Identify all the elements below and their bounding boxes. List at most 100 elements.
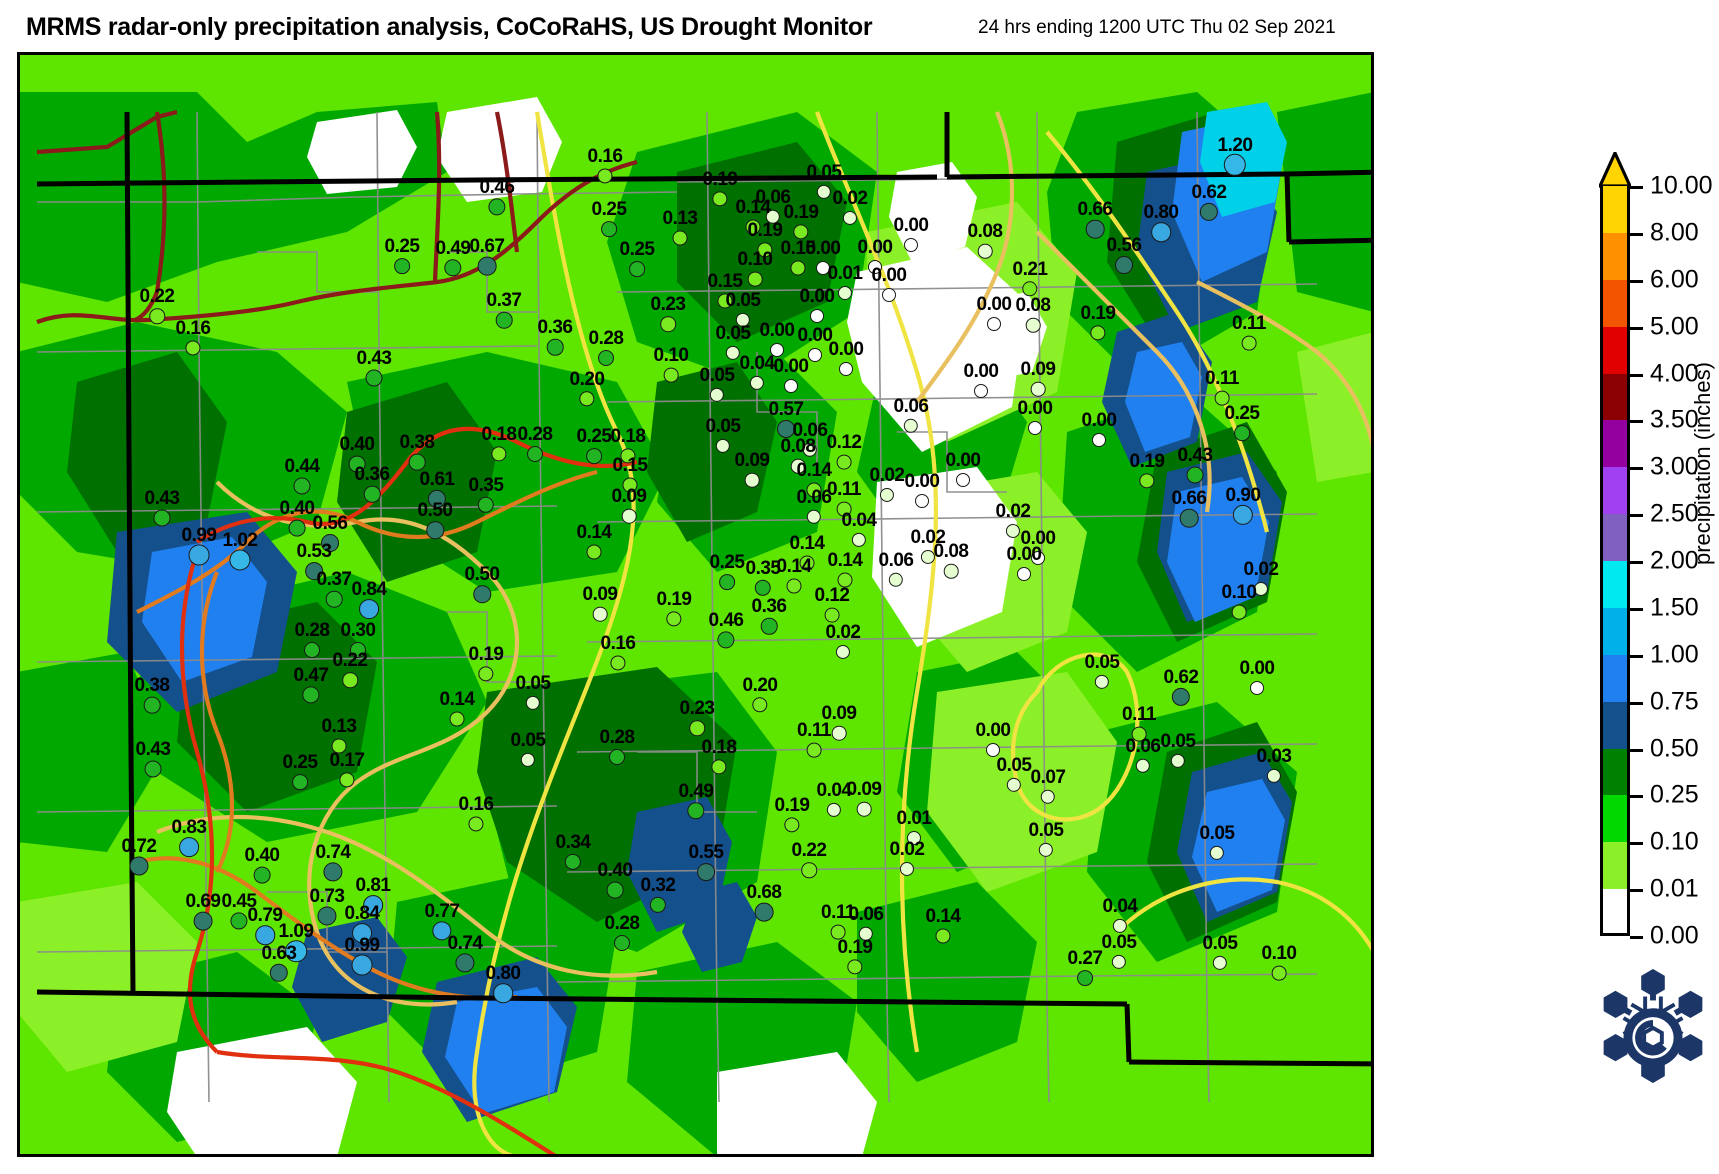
station-marker[interactable] [1179,508,1199,528]
station-marker[interactable] [255,925,275,945]
station-marker[interactable] [321,534,339,552]
station-marker[interactable] [842,210,858,226]
station-marker[interactable] [352,923,372,943]
station-marker[interactable] [835,644,851,660]
station-marker[interactable] [806,509,822,525]
station-marker[interactable] [1006,777,1022,793]
station-marker[interactable] [826,802,842,818]
station-marker[interactable] [904,238,918,252]
station-marker[interactable] [491,446,507,462]
station-marker[interactable] [1151,222,1171,242]
station-marker[interactable] [527,446,543,462]
station-marker[interactable] [1253,581,1269,597]
station-marker[interactable] [1212,955,1228,971]
station-marker[interactable] [495,311,513,329]
station-marker[interactable] [856,801,872,817]
station-marker[interactable] [709,387,725,403]
station-marker[interactable] [478,666,494,682]
station-marker[interactable] [915,494,929,508]
station-marker[interactable] [847,959,863,975]
station-marker[interactable] [363,895,383,915]
station-marker[interactable] [149,308,165,324]
station-marker[interactable] [777,420,795,438]
station-marker[interactable] [977,243,993,259]
station-marker[interactable] [745,219,761,235]
station-marker[interactable] [365,369,383,387]
station-marker[interactable] [836,454,852,470]
station-marker[interactable] [816,261,830,275]
station-marker[interactable] [697,863,715,881]
station-marker[interactable] [749,375,765,391]
station-marker[interactable] [790,458,806,474]
station-marker[interactable] [253,866,271,884]
station-marker[interactable] [606,881,624,899]
station-marker[interactable] [1092,433,1106,447]
station-marker[interactable] [473,585,491,603]
station-marker[interactable] [285,940,307,962]
station-marker[interactable] [426,521,444,539]
station-marker[interactable] [1232,504,1254,526]
station-marker[interactable] [629,261,645,277]
station-marker[interactable] [765,209,781,225]
station-marker[interactable] [394,258,410,274]
station-marker[interactable] [614,935,630,951]
station-marker[interactable] [305,562,323,580]
station-marker[interactable] [754,902,774,922]
station-marker[interactable] [920,549,936,565]
station-marker[interactable] [1234,425,1250,441]
station-marker[interactable] [579,391,595,407]
station-marker[interactable] [432,921,452,941]
station-marker[interactable] [468,816,484,832]
station-marker[interactable] [230,912,248,930]
station-marker[interactable] [597,168,613,184]
station-marker[interactable] [974,384,988,398]
station-marker[interactable] [986,743,1000,757]
station-marker[interactable] [663,367,679,383]
station-marker[interactable] [1038,842,1054,858]
station-marker[interactable] [1250,681,1264,695]
station-marker[interactable] [1017,567,1031,581]
station-marker[interactable] [888,572,904,588]
station-marker[interactable] [1171,687,1191,707]
station-marker[interactable] [144,760,162,778]
station-marker[interactable] [1186,466,1204,484]
station-marker[interactable] [830,924,846,940]
station-marker[interactable] [1266,768,1282,784]
station-marker[interactable] [903,418,919,434]
station-marker[interactable] [715,438,731,454]
station-marker[interactable] [153,509,171,527]
station-marker[interactable] [744,472,760,488]
station-marker[interactable] [687,802,705,820]
station-marker[interactable] [747,271,763,287]
station-marker[interactable] [799,555,815,571]
station-marker[interactable] [725,345,741,361]
station-marker[interactable] [1135,758,1151,774]
station-marker[interactable] [649,896,667,914]
station-marker[interactable] [784,379,798,393]
station-marker[interactable] [598,350,614,366]
station-marker[interactable] [757,242,773,258]
station-marker[interactable] [193,911,213,931]
station-marker[interactable] [323,862,343,882]
station-marker[interactable] [564,853,582,871]
station-marker[interactable] [1112,918,1128,934]
station-marker[interactable] [185,340,201,356]
station-marker[interactable] [1025,317,1041,333]
station-marker[interactable] [621,508,637,524]
station-marker[interactable] [427,489,447,509]
station-marker[interactable] [760,617,778,635]
station-marker[interactable] [1170,753,1186,769]
station-marker[interactable] [717,293,733,309]
station-marker[interactable] [784,817,800,833]
station-marker[interactable] [1223,153,1247,177]
station-marker[interactable] [689,720,705,736]
station-marker[interactable] [179,837,199,857]
station-marker[interactable] [601,221,617,237]
station-marker[interactable] [935,928,951,944]
station-marker[interactable] [1022,281,1038,297]
station-marker[interactable] [1199,202,1219,222]
station-marker[interactable] [770,343,784,357]
station-marker[interactable] [786,578,802,594]
station-marker[interactable] [317,906,337,926]
station-marker[interactable] [444,259,462,277]
